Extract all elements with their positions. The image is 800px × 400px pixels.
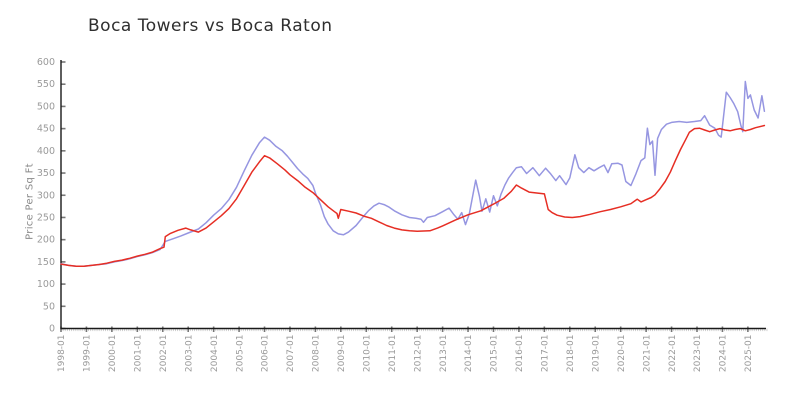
y-tick-label: 300 [37, 190, 55, 201]
x-tick-label: 2004-01 [210, 335, 220, 373]
x-tick-label: 2008-01 [312, 335, 322, 373]
x-tick-label: 2019-01 [591, 335, 601, 373]
x-tick-label: 2009-01 [337, 335, 347, 373]
y-tick-label: 50 [43, 301, 55, 312]
chart-title: Boca Towers vs Boca Raton [88, 16, 333, 36]
x-tick-label: 1999-01 [83, 335, 93, 373]
x-tick-label: 2012-01 [413, 335, 423, 373]
series-line-boca-raton [60, 124, 766, 268]
y-tick-label: 200 [37, 235, 55, 246]
x-tick-label: 2022-01 [668, 335, 678, 373]
y-tick-label: 500 [37, 101, 55, 112]
x-tick-label: 2013-01 [439, 335, 449, 373]
x-tick-label: 2001-01 [134, 335, 144, 373]
y-tick-label: 250 [37, 212, 55, 223]
y-tick-label: 400 [37, 146, 55, 157]
x-tick-label: 2011-01 [388, 335, 398, 373]
y-tick-label: 600 [37, 57, 55, 68]
y-tick-label: 100 [37, 279, 55, 290]
y-tick-label: 350 [37, 168, 55, 179]
x-tick-label: 2010-01 [362, 335, 372, 373]
x-tick-label: 2016-01 [515, 335, 525, 373]
x-tick-label: 2024-01 [719, 335, 729, 373]
x-tick-label: 2025-01 [744, 335, 754, 373]
x-tick-label: 2018-01 [566, 335, 576, 373]
y-tick-label: 0 [49, 324, 55, 335]
x-tick-label: 2021-01 [642, 335, 652, 373]
x-tick-label: 2007-01 [286, 335, 296, 373]
x-tick-label: 2015-01 [490, 335, 500, 373]
x-tick-label: 2005-01 [235, 335, 245, 373]
x-tick-label: 1998-01 [57, 335, 67, 373]
x-tick-label: 2003-01 [184, 335, 194, 373]
x-tick-label: 2020-01 [617, 335, 627, 373]
x-tick-label: 2000-01 [108, 335, 118, 373]
y-tick-label: 150 [37, 257, 55, 268]
x-tick-label: 2017-01 [541, 335, 551, 373]
x-tick-label: 2006-01 [261, 335, 271, 373]
series-line-boca-towers [60, 80, 766, 268]
x-tick-label: 2023-01 [693, 335, 703, 373]
x-tick-label: 2002-01 [159, 335, 169, 373]
y-tick-label: 450 [37, 124, 55, 135]
y-tick-label: 550 [37, 79, 55, 90]
x-tick-label: 2014-01 [464, 335, 474, 373]
